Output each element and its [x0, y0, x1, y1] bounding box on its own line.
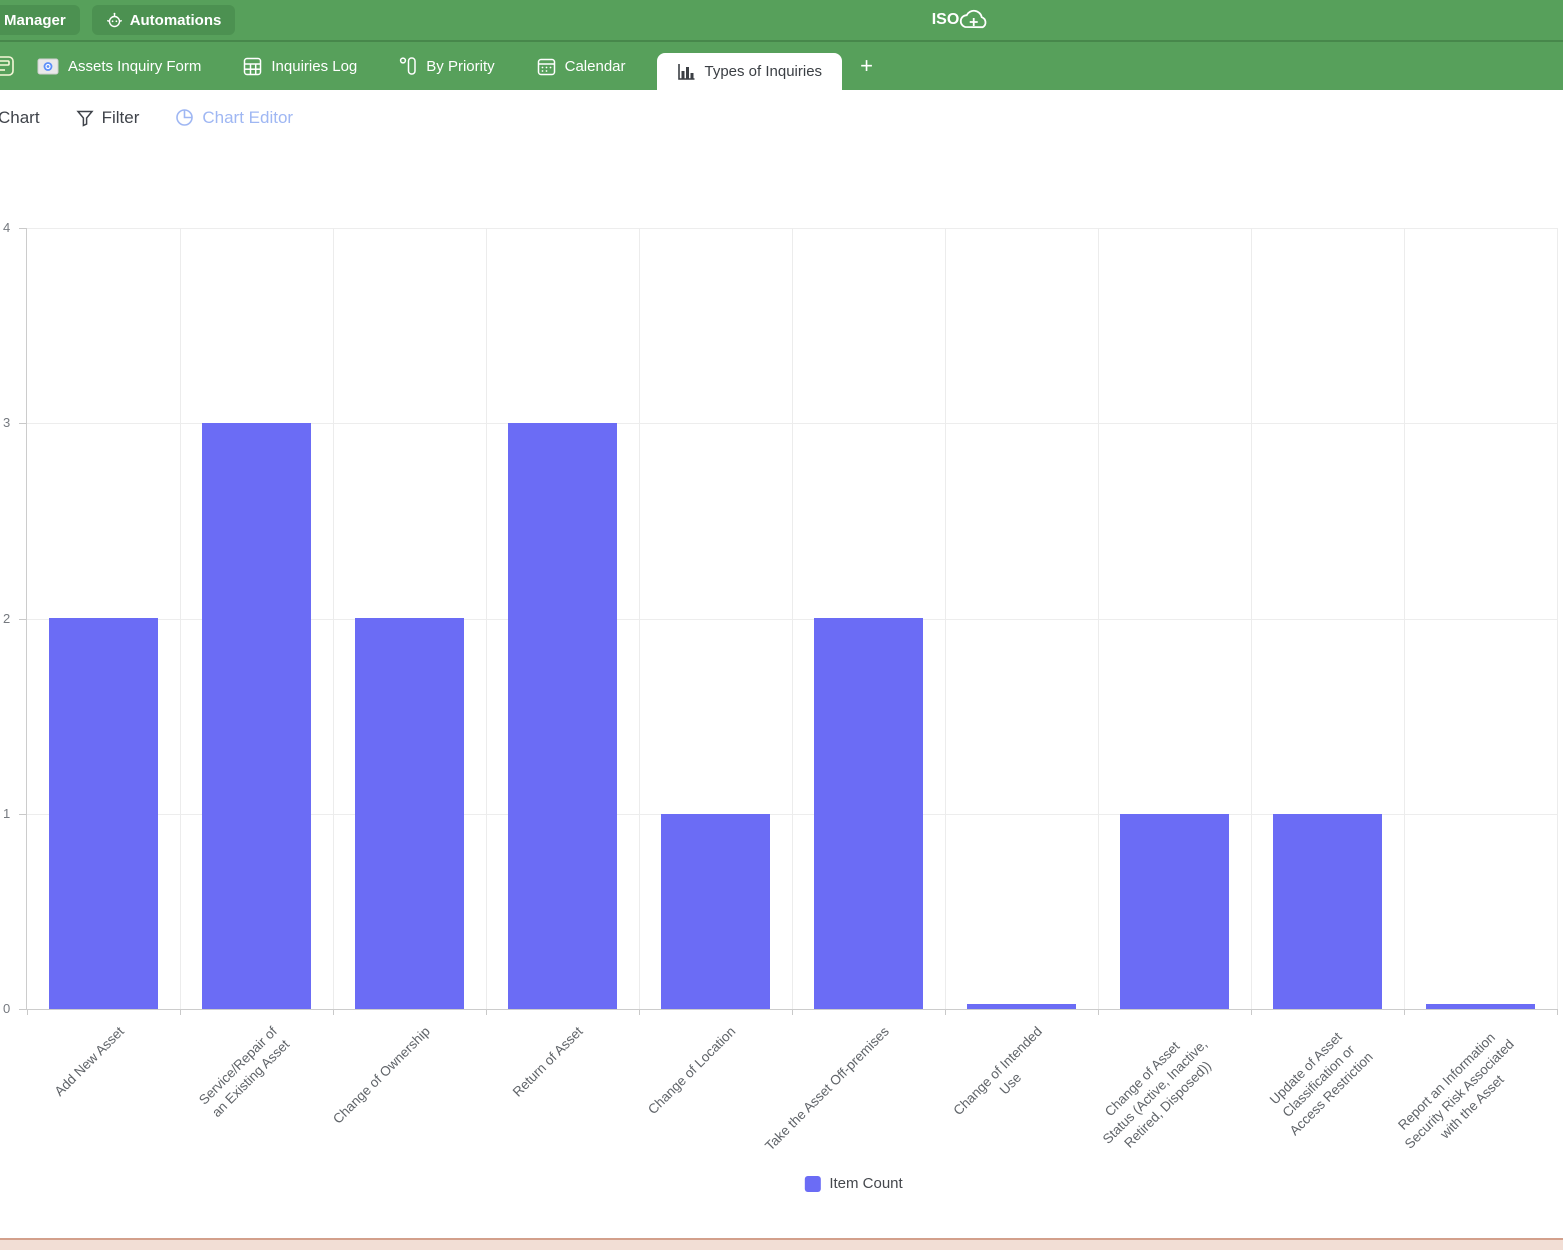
x-axis-label: Take the Asset Off-premises: [762, 1023, 892, 1154]
x-axis-tick: [486, 1009, 487, 1015]
chart-bar: [967, 1004, 1076, 1009]
chart-bar: [661, 814, 770, 1009]
legend-item[interactable]: Item Count: [804, 1175, 903, 1192]
x-axis-tick: [1404, 1009, 1405, 1015]
kanban-icon: [399, 56, 417, 76]
pie-chart-icon: [175, 108, 194, 127]
chart-view-button[interactable]: Chart: [0, 107, 40, 127]
y-axis-tick: [19, 1009, 26, 1010]
x-axis-label: Add New Asset: [51, 1023, 127, 1100]
x-axis-tick: [639, 1009, 640, 1015]
x-axis-tick: [1557, 1009, 1558, 1015]
x-axis-label: Return of Asset: [509, 1023, 586, 1100]
bar-chart: Item Count 0 1 2 3 4 Add New Asset Service/Rep…: [0, 145, 1563, 1238]
y-axis-tick: [19, 619, 26, 620]
table-icon: [243, 57, 262, 76]
x-axis-tick: [1098, 1009, 1099, 1015]
x-axis-label: Change of Ownership: [329, 1023, 433, 1127]
chart-bar: [508, 423, 617, 1009]
x-axis-label: Report an Information Security Risk Asso…: [1394, 1029, 1517, 1152]
y-axis-line: [26, 228, 27, 1010]
gridline: [1404, 228, 1405, 1009]
form-panel-icon[interactable]: [0, 54, 16, 78]
calendar-icon: [537, 57, 556, 76]
y-axis-tick: [19, 423, 26, 424]
gridline: [1251, 228, 1252, 1009]
automations-label: Automations: [129, 11, 222, 29]
gridline: [945, 228, 946, 1009]
y-axis-tick-label: 3: [3, 415, 11, 430]
views-tabbar: Assets Inquiry Form Inquiries Log: [0, 42, 1563, 90]
tab-label: Inquiries Log: [271, 57, 358, 75]
x-axis-tick: [1251, 1009, 1252, 1015]
chart-bar: [1120, 814, 1229, 1009]
tab-label: Assets Inquiry Form: [68, 57, 202, 75]
chart-editor-button[interactable]: Chart Editor: [175, 108, 293, 128]
tab-label: Types of Inquiries: [704, 63, 823, 80]
chart-bar: [202, 423, 311, 1009]
x-axis-label: Change of Intended Use: [950, 1023, 1045, 1119]
chart-editor-label: Chart Editor: [202, 107, 294, 127]
view-toolbar: Chart Filter Chart Editor: [0, 90, 1563, 145]
x-axis-tick: [180, 1009, 181, 1015]
x-axis-tick: [792, 1009, 793, 1015]
tab-label: By Priority: [426, 57, 495, 75]
base-logo-text: ISO: [931, 11, 960, 28]
legend-label: Item Count: [829, 1175, 903, 1192]
add-view-button[interactable]: +: [860, 53, 873, 78]
header-left-buttons: Manager Automations: [0, 5, 236, 35]
background-window-edge: [0, 1238, 1563, 1250]
gridline: [792, 228, 793, 1009]
x-axis-line: [26, 1009, 1557, 1010]
tab-label: Calendar: [564, 57, 626, 75]
filter-funnel-icon: [75, 109, 94, 127]
x-axis-label: Change of Location: [645, 1023, 739, 1118]
bar-chart-icon: [677, 62, 696, 81]
gridline: [1557, 228, 1558, 1009]
tab-by-priority[interactable]: By Priority: [395, 42, 498, 90]
x-axis-tick: [27, 1009, 28, 1015]
filter-button[interactable]: Filter: [75, 107, 140, 128]
tab-calendar[interactable]: Calendar: [533, 42, 630, 90]
y-axis-tick-label: 2: [3, 611, 11, 626]
gridline: [639, 228, 640, 1009]
x-axis-label: Change of Asset Status (Active, Inactive…: [1100, 1036, 1215, 1151]
y-axis-tick-label: 1: [3, 806, 11, 821]
x-axis-label: Update of Asset Classification or Access…: [1267, 1029, 1377, 1139]
y-axis-tick-label: 0: [3, 1001, 11, 1016]
chart-bar: [355, 618, 464, 1009]
gridline: [180, 228, 181, 1009]
tab-assets-inquiry-form[interactable]: Assets Inquiry Form: [33, 42, 205, 90]
app-header: Manager Automations ISO: [0, 0, 1563, 42]
form-image-icon: [37, 58, 59, 75]
gridline: [486, 228, 487, 1009]
gridline: [1098, 228, 1099, 1009]
chart-bar: [1426, 1004, 1535, 1009]
x-axis-label: Service/Repair of an Existing Asset: [195, 1023, 293, 1121]
chart-bar: [49, 618, 158, 1009]
x-axis-tick: [945, 1009, 946, 1015]
gridline: [333, 228, 334, 1009]
legend-swatch: [804, 1175, 821, 1192]
tab-inquiries-log[interactable]: Inquiries Log: [239, 42, 361, 90]
robot-icon: [106, 12, 123, 29]
y-axis-tick-label: 4: [3, 220, 11, 235]
chart-bar: [1273, 814, 1382, 1009]
y-axis-tick: [19, 228, 26, 229]
x-axis-tick: [333, 1009, 334, 1015]
filter-label: Filter: [101, 107, 140, 127]
cloud-plus-icon: [959, 7, 991, 33]
automations-button[interactable]: Automations: [91, 5, 236, 35]
y-axis-tick: [19, 814, 26, 815]
chart-bar: [814, 618, 923, 1009]
base-logo: ISO: [932, 0, 992, 40]
tab-types-of-inquiries[interactable]: Types of Inquiries: [656, 53, 843, 90]
manager-button[interactable]: Manager: [0, 5, 80, 35]
